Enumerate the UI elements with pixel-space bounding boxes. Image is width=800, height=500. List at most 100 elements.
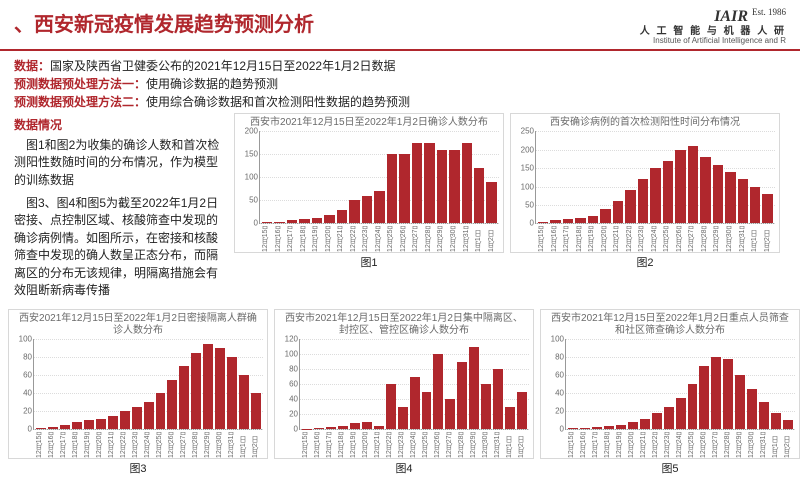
fig4-wrap: 西安市2021年12月15日至2022年1月2日集中隔离区、封控区、管控区确诊人…: [274, 309, 534, 478]
bars: [260, 131, 499, 223]
info-value: 国家及陕西省卫健委公布的2021年12月15日至2022年1月2日数据: [50, 59, 395, 73]
x-tick: 12月23日: [637, 226, 648, 252]
bar: [437, 150, 447, 224]
bar: [699, 366, 709, 429]
x-tick: 12月16日: [47, 432, 57, 458]
y-tick: 100: [512, 182, 534, 191]
y-tick: 60: [10, 371, 32, 380]
bar: [588, 216, 598, 223]
bar: [640, 419, 650, 430]
x-tick: 12月29日: [436, 226, 447, 252]
y-tick: 80: [542, 353, 564, 362]
bar: [108, 416, 118, 430]
x-tick: 12月26日: [167, 432, 177, 458]
bar: [538, 222, 548, 224]
info-row: 数据：国家及陕西省卫健委公布的2021年12月15日至2022年1月2日数据: [14, 57, 786, 75]
x-tick: 12月16日: [579, 432, 589, 458]
y-tick: 100: [236, 173, 258, 182]
x-tick: 12月29日: [712, 226, 723, 252]
bar: [132, 407, 142, 430]
y-tick: 50: [512, 201, 534, 210]
x-tick: 12月18日: [299, 226, 310, 252]
chart-title: 西安市2021年12月15日至2022年1月2日集中隔离区、封控区、管控区确诊人…: [275, 310, 533, 339]
bar: [604, 426, 614, 430]
fig5-wrap: 西安市2021年12月15日至2022年1月2日重点人员筛查和社区筛查确诊人数分…: [540, 309, 800, 478]
fig3-wrap: 西安2021年12月15日至2022年1月2日密接隔离人群确诊人数分布02040…: [8, 309, 268, 478]
bar: [771, 413, 781, 429]
x-tick: 12月26日: [675, 226, 686, 252]
bar: [167, 380, 177, 430]
bar: [156, 393, 166, 429]
logo: IAIR Est. 1986 人 工 智 能 与 机 器 人 研 Institu…: [640, 8, 786, 45]
x-tick: 12月18日: [337, 432, 347, 458]
x-tick: 12月24日: [374, 226, 385, 252]
bar: [735, 375, 745, 429]
fig5-label: 图5: [540, 459, 800, 478]
x-tick: 12月31日: [759, 432, 769, 458]
x-tick: 12月24日: [409, 432, 419, 458]
bar: [48, 427, 58, 430]
y-tick: 60: [542, 371, 564, 380]
y-tick: 0: [512, 219, 534, 228]
bar: [72, 422, 82, 429]
logo-main: IAIR: [714, 8, 748, 25]
x-tick: 12月27日: [179, 432, 189, 458]
x-tick: 12月26日: [399, 226, 410, 252]
y-tick: 40: [276, 395, 298, 404]
bar: [337, 210, 347, 224]
bar: [700, 157, 710, 223]
bar: [486, 182, 496, 223]
x-tick: 12月30日: [449, 226, 460, 252]
bar: [481, 384, 491, 429]
y-tick: 20: [10, 407, 32, 416]
bars: [536, 131, 775, 223]
bar: [457, 362, 467, 430]
bar: [203, 344, 213, 430]
x-tick: 12月20日: [600, 226, 611, 252]
x-tick: 12月22日: [385, 432, 395, 458]
bar: [675, 150, 685, 224]
bar: [191, 353, 201, 430]
plot-area: 020406080100120: [299, 339, 529, 430]
x-tick: 1月2日: [487, 226, 498, 252]
bottom-row: 西安2021年12月15日至2022年1月2日密接隔离人群确诊人数分布02040…: [0, 305, 800, 478]
bar: [312, 218, 322, 224]
bar: [738, 179, 748, 223]
bar: [580, 428, 590, 430]
x-ticks: 12月15日12月16日12月17日12月18日12月19日12月20日12月2…: [259, 226, 499, 252]
y-tick: 0: [10, 425, 32, 434]
bar: [613, 201, 623, 223]
bar: [36, 428, 46, 430]
fig4-label: 图4: [274, 459, 534, 478]
x-tick: 12月24日: [675, 432, 685, 458]
info-row: 预测数据预处理方法一：使用确诊数据的趋势预测: [14, 75, 786, 93]
para-1: 图1和图2为收集的确诊人数和首次检测阳性数随时间的分布情况，作为模型的训练数据: [14, 137, 224, 189]
x-tick: 12月31日: [227, 432, 237, 458]
plot-area: 020406080100: [33, 339, 263, 430]
bar: [652, 413, 662, 429]
x-tick: 12月25日: [421, 432, 431, 458]
x-ticks: 12月15日12月16日12月17日12月18日12月19日12月20日12月2…: [535, 226, 775, 252]
bar: [299, 219, 309, 224]
bar: [302, 429, 312, 430]
bar: [449, 150, 459, 224]
y-tick: 200: [512, 145, 534, 154]
y-tick: 20: [276, 410, 298, 419]
x-tick: 12月20日: [627, 432, 637, 458]
chart-fig5: 西安市2021年12月15日至2022年1月2日重点人员筛查和社区筛查确诊人数分…: [540, 309, 800, 459]
bar: [650, 168, 660, 223]
x-tick: 1月2日: [763, 226, 774, 252]
chart-title: 西安市2021年12月15日至2022年1月2日重点人员筛查和社区筛查确诊人数分…: [541, 310, 799, 339]
x-tick: 12月30日: [725, 226, 736, 252]
x-tick: 12月21日: [107, 432, 117, 458]
bars: [300, 339, 529, 429]
bar: [362, 196, 372, 224]
data-heading: 数据情况: [14, 117, 224, 134]
x-tick: 12月19日: [615, 432, 625, 458]
fig1-wrap: 西安市2021年12月15日至2022年1月2日确诊人数分布0501001502…: [234, 113, 504, 305]
x-tick: 12月30日: [747, 432, 757, 458]
bar: [713, 165, 723, 224]
left-text: 数据情况 图1和图2为收集的确诊人数和首次检测阳性数随时间的分布情况，作为模型的…: [8, 113, 228, 305]
y-tick: 20: [542, 407, 564, 416]
bar: [215, 348, 225, 429]
